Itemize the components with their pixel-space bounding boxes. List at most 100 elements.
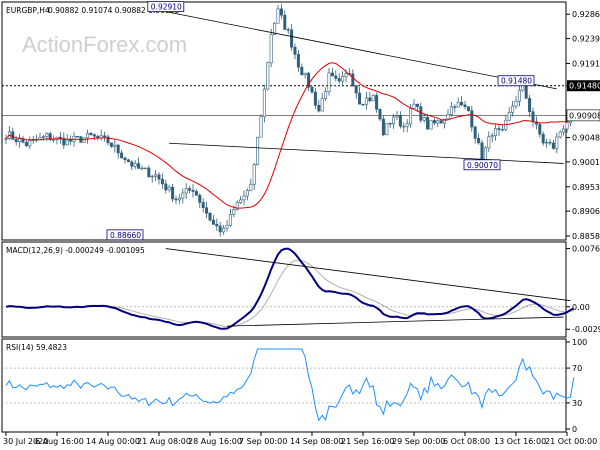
candle-body — [45, 133, 49, 137]
candle-body — [69, 139, 73, 142]
candle-body — [279, 8, 283, 16]
x-tick-label: 21 Aug 08:00 — [137, 437, 191, 446]
candle-body — [41, 136, 45, 138]
candle-body — [412, 103, 416, 109]
price-annotation-label: 0.88660 — [110, 231, 141, 240]
candle-body — [429, 120, 433, 130]
candle-body — [449, 106, 453, 115]
price-annotation-label: 0.90070 — [467, 161, 498, 170]
candle-body — [422, 116, 426, 121]
candle-body — [317, 104, 321, 112]
candle-body — [531, 111, 535, 123]
candle-body — [188, 188, 192, 191]
rsi-line — [5, 348, 575, 422]
price-trendline — [165, 11, 557, 90]
candle-body — [324, 91, 328, 99]
price-panel: EURGBP,H4 0.90882 0.91074 0.90882 0.9090… — [1, 1, 576, 241]
candle-body — [545, 141, 549, 144]
candle-body — [303, 72, 307, 76]
candle-body — [463, 104, 467, 107]
candle-body — [436, 120, 440, 124]
candle-body — [310, 87, 314, 93]
macd-panel-frame — [1, 241, 567, 338]
candle-body — [24, 141, 28, 147]
candle-body — [405, 123, 409, 127]
candle-body — [235, 202, 239, 210]
candle-body — [58, 136, 62, 139]
candle-body — [555, 136, 559, 149]
rsi-y-tick-label: 30 — [572, 399, 582, 408]
candle-body — [137, 163, 141, 169]
candle-body — [548, 141, 552, 144]
candle-body — [337, 78, 341, 82]
macd-y-tick-label: -0.002952 — [572, 325, 600, 334]
candle-body — [565, 122, 569, 130]
candle-body — [262, 88, 266, 118]
candle-body — [392, 116, 396, 125]
candle-body — [160, 178, 164, 185]
macd-panel: MACD(12,26,9) -0.000249 -0.001095 — [1, 241, 575, 338]
price-header-ohlc: 0.90882 0.91074 0.90882 0.90908 — [48, 6, 179, 15]
candle-body — [147, 167, 151, 178]
candle-body — [106, 136, 110, 144]
candle-body — [116, 144, 120, 154]
price-annotations: 0.92910 0.91480 0.90070 0.88660 — [106, 1, 535, 241]
candle-body — [239, 199, 243, 203]
candle-body — [494, 128, 498, 136]
candle-body — [11, 131, 15, 140]
candle-body — [456, 101, 460, 108]
price-annotation-box — [463, 159, 501, 171]
x-tick-label: 28 Aug 16:00 — [188, 437, 242, 446]
macd-y-tick-label: 0.007663 — [572, 245, 600, 254]
price-annotation-box — [106, 229, 144, 241]
candle-body — [364, 97, 368, 105]
candle-body — [385, 122, 389, 136]
candle-body — [171, 186, 175, 200]
candle-body — [446, 114, 450, 120]
macd-y-tick-label: 0.00 — [572, 303, 590, 312]
candle-body — [89, 133, 93, 136]
rsi-panel-frame — [1, 338, 567, 433]
x-tick-label: 29 Sep 00:00 — [392, 437, 445, 446]
candle-body — [75, 135, 79, 138]
reference-level-label: 0.91480 — [569, 82, 600, 91]
x-tick-label: 6 Oct 08:00 — [443, 437, 490, 446]
candle-body — [52, 139, 56, 141]
watermark: ActionForex.com — [22, 32, 187, 57]
candle-body — [28, 140, 32, 147]
candle-body — [409, 108, 413, 125]
candle-body — [157, 174, 161, 180]
candle-body — [477, 138, 481, 144]
candle-body — [55, 136, 59, 140]
candle-body — [194, 191, 198, 196]
candle-body — [62, 137, 66, 146]
candle-body — [140, 167, 144, 170]
candle-body — [65, 139, 69, 146]
candle-body — [245, 190, 249, 197]
x-tick-label: 13 Oct 16:00 — [494, 437, 546, 446]
reference-level-badge — [567, 80, 600, 92]
rsi-panel: RSI(14) 59.4823 — [1, 338, 575, 433]
candle-body — [174, 198, 178, 201]
candle-body — [398, 115, 402, 127]
candle-body — [538, 123, 542, 135]
candle-body — [426, 116, 430, 130]
x-tick-label: 14 Aug 00:00 — [86, 437, 140, 446]
candle-body — [225, 224, 229, 229]
candle-body — [327, 72, 331, 92]
candle-body — [86, 133, 90, 139]
candle-body — [201, 202, 205, 209]
rsi-y-tick-label: 100 — [572, 338, 587, 347]
candle-body — [551, 142, 555, 149]
candle-body — [252, 164, 256, 185]
candle-body — [167, 186, 171, 191]
x-tick-label: 14 Sep 08:00 — [290, 437, 343, 446]
candle-body — [341, 76, 345, 82]
candle-body — [388, 122, 392, 125]
candle-body — [14, 139, 18, 143]
